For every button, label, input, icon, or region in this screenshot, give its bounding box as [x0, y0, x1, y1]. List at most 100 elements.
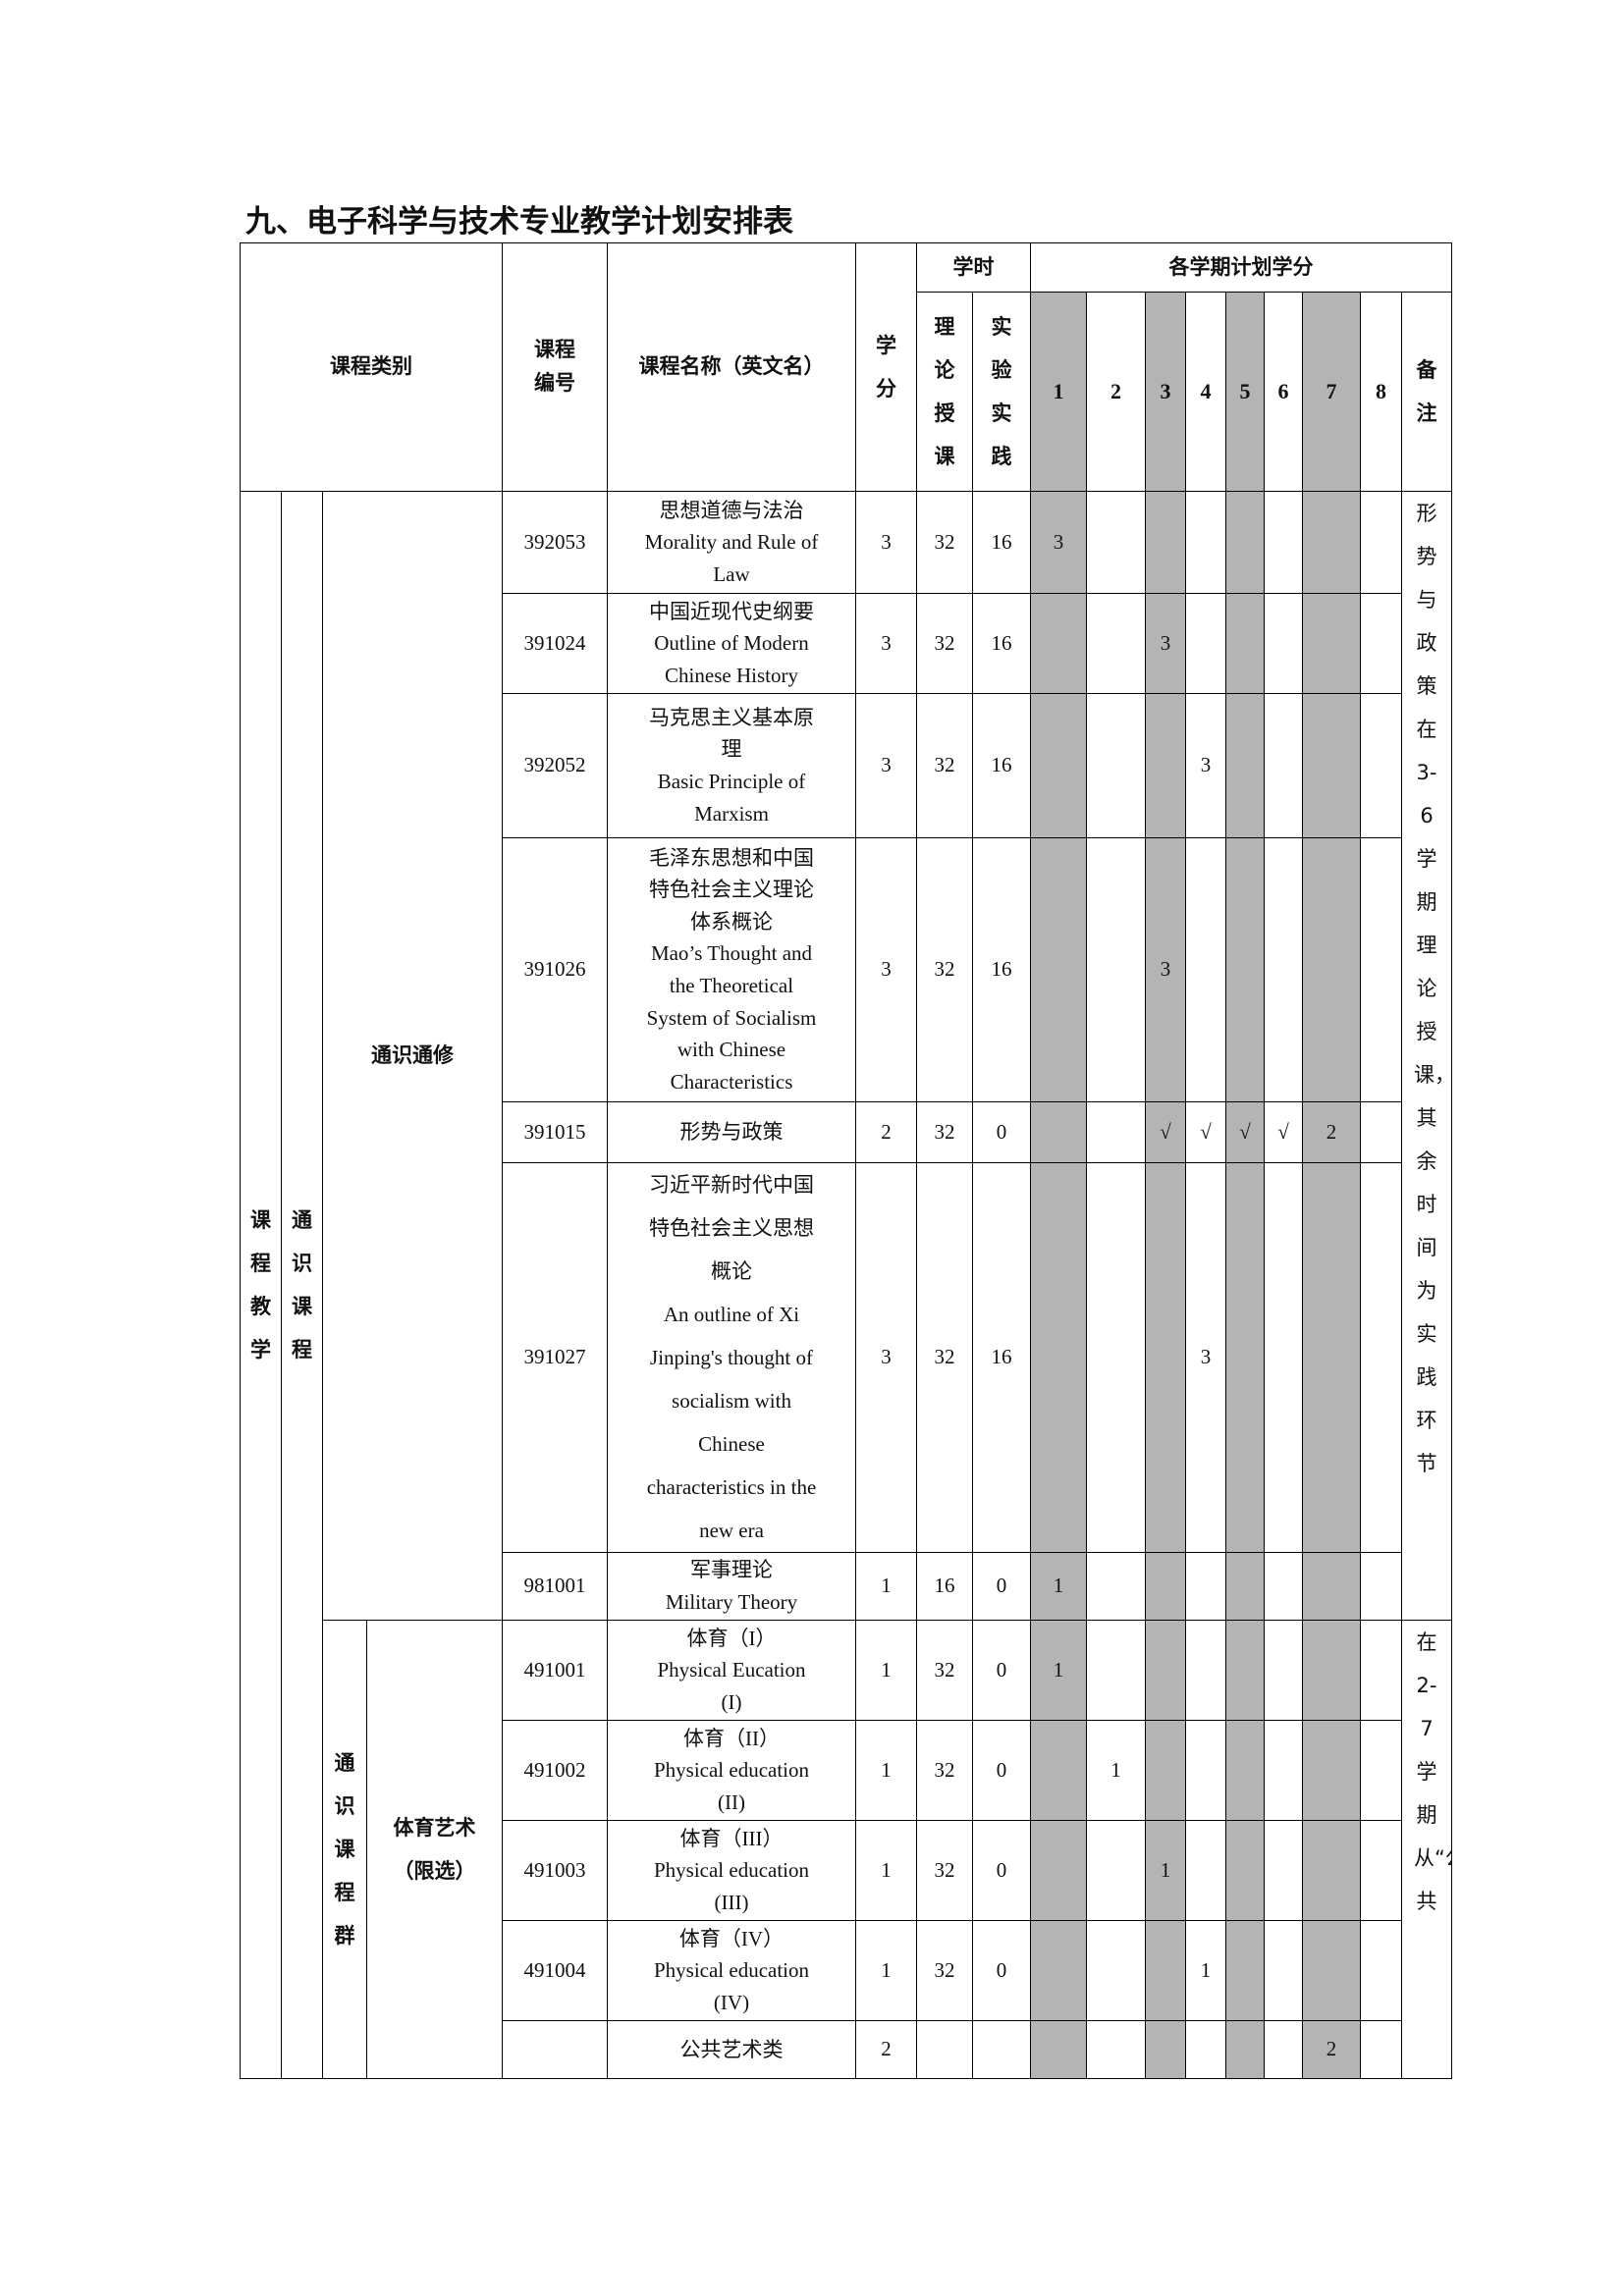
- table-row: 491003 体育（III） Physical education (III) 1 3…: [241, 1820, 1452, 1921]
- course-code: [502, 2020, 608, 2079]
- course-name: 体育（I） Physical Eucation (I): [607, 1620, 856, 1721]
- semester-7-credit: [1302, 1920, 1361, 2021]
- course-code: 392053: [502, 491, 608, 594]
- semester-8-credit: [1360, 491, 1402, 594]
- semester-8-credit: [1360, 593, 1402, 694]
- semester-2-credit: [1086, 593, 1146, 694]
- course-code: 981001: [502, 1552, 608, 1621]
- table-row: 491004 体育（IV） Physical education (IV) 1 32 0…: [241, 1920, 1452, 2021]
- header-semester-8: 8: [1360, 292, 1402, 492]
- table-row: 392052 马克思主义基本原 理 Basic Principle of Marx…: [241, 693, 1452, 838]
- semester-4-credit: [1185, 491, 1226, 594]
- table-row: 课程教学 通识课程 通识通修 392053 思想道德与法治 Morality and R…: [240, 491, 1453, 2079]
- semester-6-credit: [1264, 1620, 1303, 1721]
- semester-3-credit: 3: [1145, 593, 1186, 694]
- semester-4-credit: 3: [1185, 1162, 1226, 1553]
- semester-2-credit: [1086, 2020, 1146, 2079]
- course-code: 392052: [502, 693, 608, 838]
- practice-hours: 16: [972, 593, 1031, 694]
- practice-hours: [972, 2020, 1031, 2079]
- theory-hours: [916, 2020, 973, 2079]
- table-row: 391015 形势与政策 2 32 0 √ √ √ √ 2: [241, 1101, 1452, 1163]
- semester-8-credit: [1360, 1620, 1402, 1721]
- theory-hours: 32: [916, 1620, 973, 1721]
- course-name: 形势与政策: [607, 1101, 856, 1163]
- table-row: 391027 习近平新时代中国 特色社会主义思想 概论 An outline of…: [241, 1162, 1452, 1553]
- header-semester-5: 5: [1225, 292, 1265, 492]
- header-semester-7: 7: [1302, 292, 1361, 492]
- semester-7-credit: [1302, 593, 1361, 694]
- semester-6-credit: [1264, 2020, 1303, 2079]
- course-credit: 3: [855, 593, 917, 694]
- course-credit: 3: [855, 491, 917, 594]
- semester-3-credit: [1145, 1162, 1186, 1553]
- semester-7-credit: 2: [1302, 1101, 1361, 1163]
- course-credit: 1: [855, 1820, 917, 1921]
- course-code: 391026: [502, 837, 608, 1102]
- semester-6-credit: [1264, 693, 1303, 838]
- semester-3-credit: [1145, 1720, 1186, 1821]
- table-row: 491002 体育（II） Physical education (II) 1 32 0…: [241, 1720, 1452, 1821]
- semester-7-credit: [1302, 1620, 1361, 1721]
- semester-8-credit: [1360, 2020, 1402, 2079]
- semester-5-credit: [1225, 491, 1265, 594]
- course-name: 军事理论 Military Theory: [607, 1552, 856, 1621]
- practice-hours: 16: [972, 693, 1031, 838]
- theory-hours: 32: [916, 1162, 973, 1553]
- course-code: 491004: [502, 1920, 608, 2021]
- semester-5-credit: [1225, 1552, 1265, 1621]
- semester-5-credit: [1225, 1162, 1265, 1553]
- semester-2-credit: [1086, 1552, 1146, 1621]
- course-name: 体育（IV） Physical education (IV): [607, 1920, 856, 2021]
- category-group-general: 通识通修: [322, 491, 503, 1621]
- header-code: 课程 编号: [502, 242, 608, 492]
- course-name: 体育（III） Physical education (III): [607, 1820, 856, 1921]
- category-group-pe-arts: 体育艺术 （限选）: [366, 1620, 503, 2079]
- semester-1-credit: [1030, 1820, 1087, 1921]
- semester-8-credit: [1360, 693, 1402, 838]
- course-credit: 1: [855, 1920, 917, 2021]
- semester-7-credit: [1302, 1552, 1361, 1621]
- semester-5-credit: [1225, 693, 1265, 838]
- semester-7-credit: [1302, 1820, 1361, 1921]
- semester-2-credit: [1086, 1162, 1146, 1553]
- semester-5-credit: [1225, 1820, 1265, 1921]
- semester-3-credit: [1145, 1920, 1186, 2021]
- semester-3-credit: [1145, 2020, 1186, 2079]
- theory-hours: 32: [916, 837, 973, 1102]
- semester-3-credit: √: [1145, 1101, 1186, 1163]
- course-name: 马克思主义基本原 理 Basic Principle of Marxism: [607, 693, 856, 838]
- semester-6-credit: [1264, 1162, 1303, 1553]
- semester-8-credit: [1360, 1101, 1402, 1163]
- practice-hours: 0: [972, 1920, 1031, 2021]
- theory-hours: 32: [916, 1820, 973, 1921]
- course-credit: 3: [855, 837, 917, 1102]
- semester-8-credit: [1360, 1552, 1402, 1621]
- remarks-note: 在2-7学期从“公共: [1400, 1620, 1453, 2079]
- course-code: 491002: [502, 1720, 608, 1821]
- header-semester-4: 4: [1185, 292, 1226, 492]
- semester-2-credit: [1086, 1820, 1146, 1921]
- semester-7-credit: [1302, 693, 1361, 838]
- semester-2-credit: 1: [1086, 1720, 1146, 1821]
- course-code: 391027: [502, 1162, 608, 1553]
- table-row: 391026 毛泽东思想和中国 特色社会主义理论 体系概论 Mao’s Thoug…: [241, 837, 1452, 1102]
- practice-hours: 0: [972, 1720, 1031, 1821]
- semester-5-credit: [1225, 1920, 1265, 2021]
- semester-6-credit: [1264, 837, 1303, 1102]
- semester-1-credit: [1030, 1720, 1087, 1821]
- course-code: 491001: [502, 1620, 608, 1721]
- semester-4-credit: [1185, 2020, 1226, 2079]
- theory-hours: 32: [916, 693, 973, 838]
- semester-8-credit: [1360, 1720, 1402, 1821]
- semester-4-credit: 1: [1185, 1920, 1226, 2021]
- semester-6-credit: √: [1264, 1101, 1303, 1163]
- semester-1-credit: [1030, 2020, 1087, 2079]
- theory-hours: 16: [916, 1552, 973, 1621]
- semester-3-credit: 1: [1145, 1820, 1186, 1921]
- semester-4-credit: √: [1185, 1101, 1226, 1163]
- remarks-note: 形势与政策在3-6学期理论授课，其余时间为实践环节: [1400, 491, 1453, 1621]
- semester-6-credit: [1264, 593, 1303, 694]
- table-row: 391024 中国近现代史纲要 Outline of Modern Chinese…: [241, 593, 1452, 694]
- table-row: 981001 军事理论 Military Theory 1 16 0 1: [241, 1552, 1452, 1621]
